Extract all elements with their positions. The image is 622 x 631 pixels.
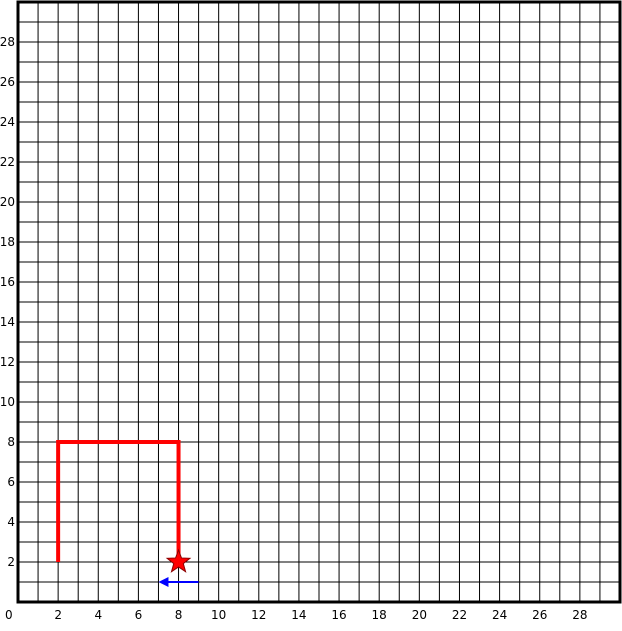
x-axis-tick-label: 18 (372, 608, 387, 622)
arrow-head (158, 577, 169, 587)
grid-lines (17, 1, 621, 603)
y-axis-tick-label: 20 (0, 195, 15, 209)
x-axis-tick-label: 26 (532, 608, 547, 622)
x-axis-tick-label: 22 (452, 608, 467, 622)
x-axis-tick-label: 28 (572, 608, 587, 622)
star-icon (165, 548, 192, 573)
arrow-left-icon (158, 577, 199, 587)
x-axis-tick-label: 2 (54, 608, 62, 622)
y-axis-tick-label: 6 (7, 475, 15, 489)
x-axis-tick-label: 12 (251, 608, 266, 622)
x-axis-tick-label: 8 (175, 608, 183, 622)
x-axis-tick-label: 14 (291, 608, 306, 622)
x-axis-tick-labels: 2 4 6 8 10 12 14 16 18 20 22 24 26 28 (54, 608, 587, 622)
y-axis-tick-label: 24 (0, 115, 15, 129)
y-axis-tick-label: 8 (7, 435, 15, 449)
y-axis-tick-label: 22 (0, 155, 15, 169)
x-axis-tick-label: 4 (94, 608, 102, 622)
y-axis-tick-label: 2 (7, 555, 15, 569)
route-path (56, 440, 181, 562)
y-axis-tick-label: 10 (0, 395, 15, 409)
x-axis-tick-label: 24 (492, 608, 507, 622)
grid-frame (16, 0, 622, 604)
x-axis-tick-label: 16 (331, 608, 346, 622)
origin-label: 0 (5, 608, 13, 622)
x-axis-tick-label: 10 (211, 608, 226, 622)
y-axis-tick-label: 12 (0, 355, 15, 369)
y-axis-tick-label: 28 (0, 35, 15, 49)
y-axis-tick-label: 26 (0, 75, 15, 89)
y-axis-tick-label: 18 (0, 235, 15, 249)
x-axis-tick-label: 6 (135, 608, 143, 622)
y-axis-tick-label: 16 (0, 275, 15, 289)
x-axis-tick-label: 20 (412, 608, 427, 622)
y-axis-tick-label: 14 (0, 315, 15, 329)
y-axis-tick-label: 4 (7, 515, 15, 529)
